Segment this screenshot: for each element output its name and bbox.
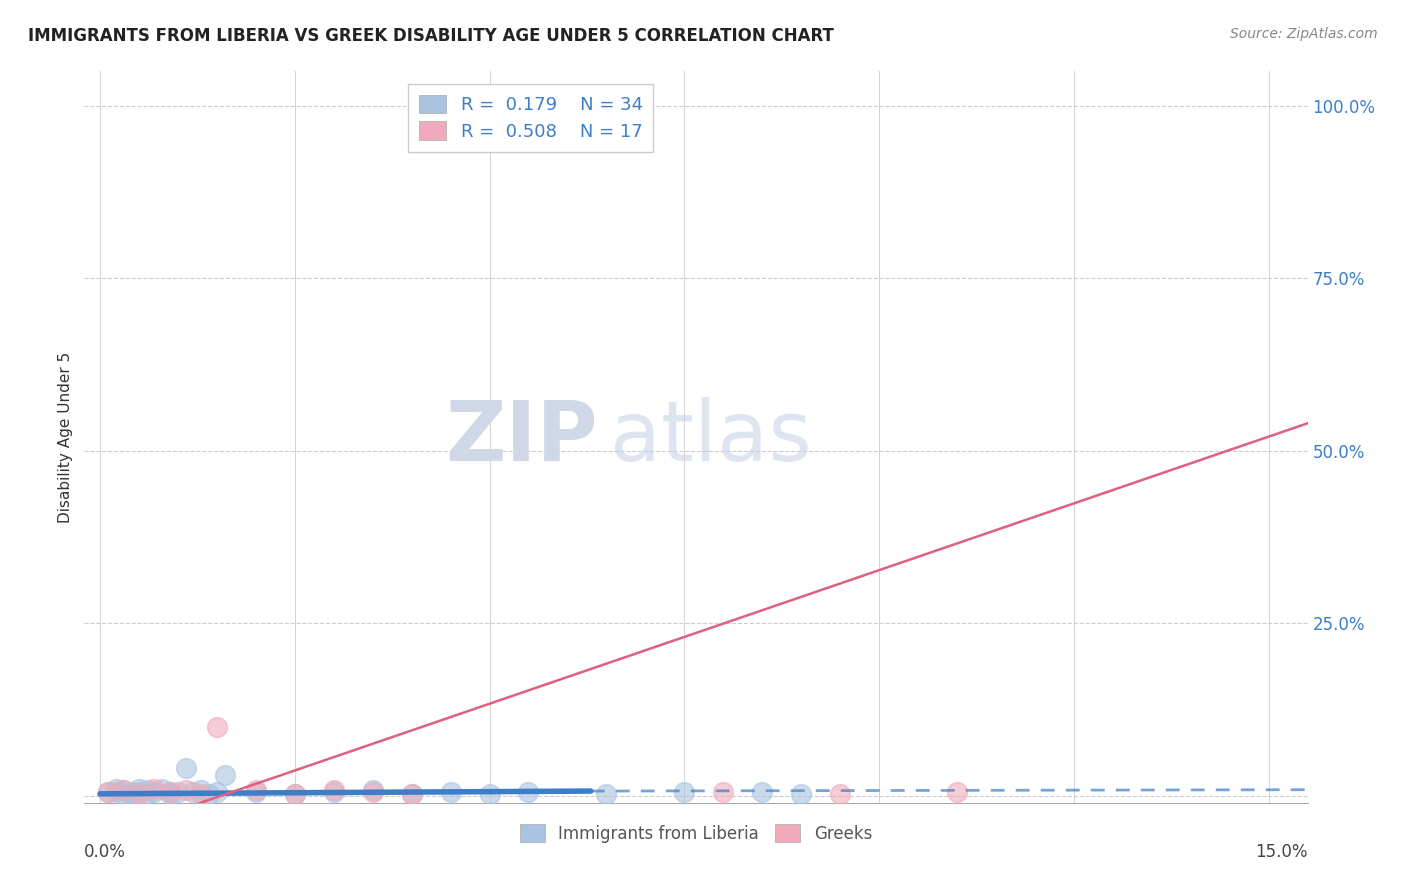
Point bbox=[830, 787, 852, 801]
Point bbox=[205, 720, 228, 734]
Point bbox=[673, 785, 696, 799]
Point bbox=[128, 787, 150, 801]
Text: ZIP: ZIP bbox=[446, 397, 598, 477]
Text: 0.0%: 0.0% bbox=[84, 843, 127, 861]
Y-axis label: Disability Age Under 5: Disability Age Under 5 bbox=[58, 351, 73, 523]
Point bbox=[711, 785, 734, 799]
Point bbox=[214, 768, 236, 782]
Point bbox=[401, 787, 423, 801]
Point bbox=[284, 787, 307, 801]
Text: Source: ZipAtlas.com: Source: ZipAtlas.com bbox=[1230, 27, 1378, 41]
Point bbox=[439, 785, 461, 799]
Point bbox=[159, 787, 181, 801]
Point bbox=[159, 785, 181, 799]
Text: atlas: atlas bbox=[610, 397, 813, 477]
Point bbox=[112, 787, 135, 801]
Point bbox=[128, 782, 150, 797]
Point bbox=[150, 782, 173, 797]
Point bbox=[190, 787, 212, 801]
Point bbox=[143, 785, 166, 799]
Point bbox=[790, 787, 813, 801]
Point bbox=[245, 783, 267, 797]
Legend: Immigrants from Liberia, Greeks: Immigrants from Liberia, Greeks bbox=[513, 818, 879, 849]
Point bbox=[205, 785, 228, 799]
Point bbox=[284, 787, 307, 801]
Point bbox=[174, 783, 197, 797]
Point bbox=[135, 783, 157, 797]
Text: 15.0%: 15.0% bbox=[1256, 843, 1308, 861]
Point bbox=[322, 783, 344, 797]
Point bbox=[517, 785, 540, 799]
Point bbox=[361, 785, 384, 799]
Point bbox=[112, 783, 135, 797]
Point bbox=[159, 785, 181, 799]
Point bbox=[97, 785, 120, 799]
Point bbox=[104, 785, 127, 799]
Point bbox=[143, 782, 166, 797]
Point bbox=[174, 761, 197, 775]
Point bbox=[135, 787, 157, 801]
Point bbox=[190, 783, 212, 797]
Point bbox=[361, 783, 384, 797]
Point bbox=[198, 787, 221, 801]
Point bbox=[751, 785, 773, 799]
Point bbox=[183, 785, 205, 799]
Point bbox=[946, 785, 969, 799]
Point bbox=[128, 785, 150, 799]
Point bbox=[245, 785, 267, 799]
Point bbox=[104, 782, 127, 797]
Point bbox=[120, 785, 142, 799]
Text: IMMIGRANTS FROM LIBERIA VS GREEK DISABILITY AGE UNDER 5 CORRELATION CHART: IMMIGRANTS FROM LIBERIA VS GREEK DISABIL… bbox=[28, 27, 834, 45]
Point bbox=[619, 99, 641, 113]
Point bbox=[401, 787, 423, 801]
Point bbox=[120, 787, 142, 801]
Point bbox=[97, 785, 120, 799]
Point bbox=[322, 785, 344, 799]
Point bbox=[112, 783, 135, 797]
Point bbox=[166, 785, 188, 799]
Point bbox=[595, 787, 617, 801]
Point bbox=[478, 787, 501, 801]
